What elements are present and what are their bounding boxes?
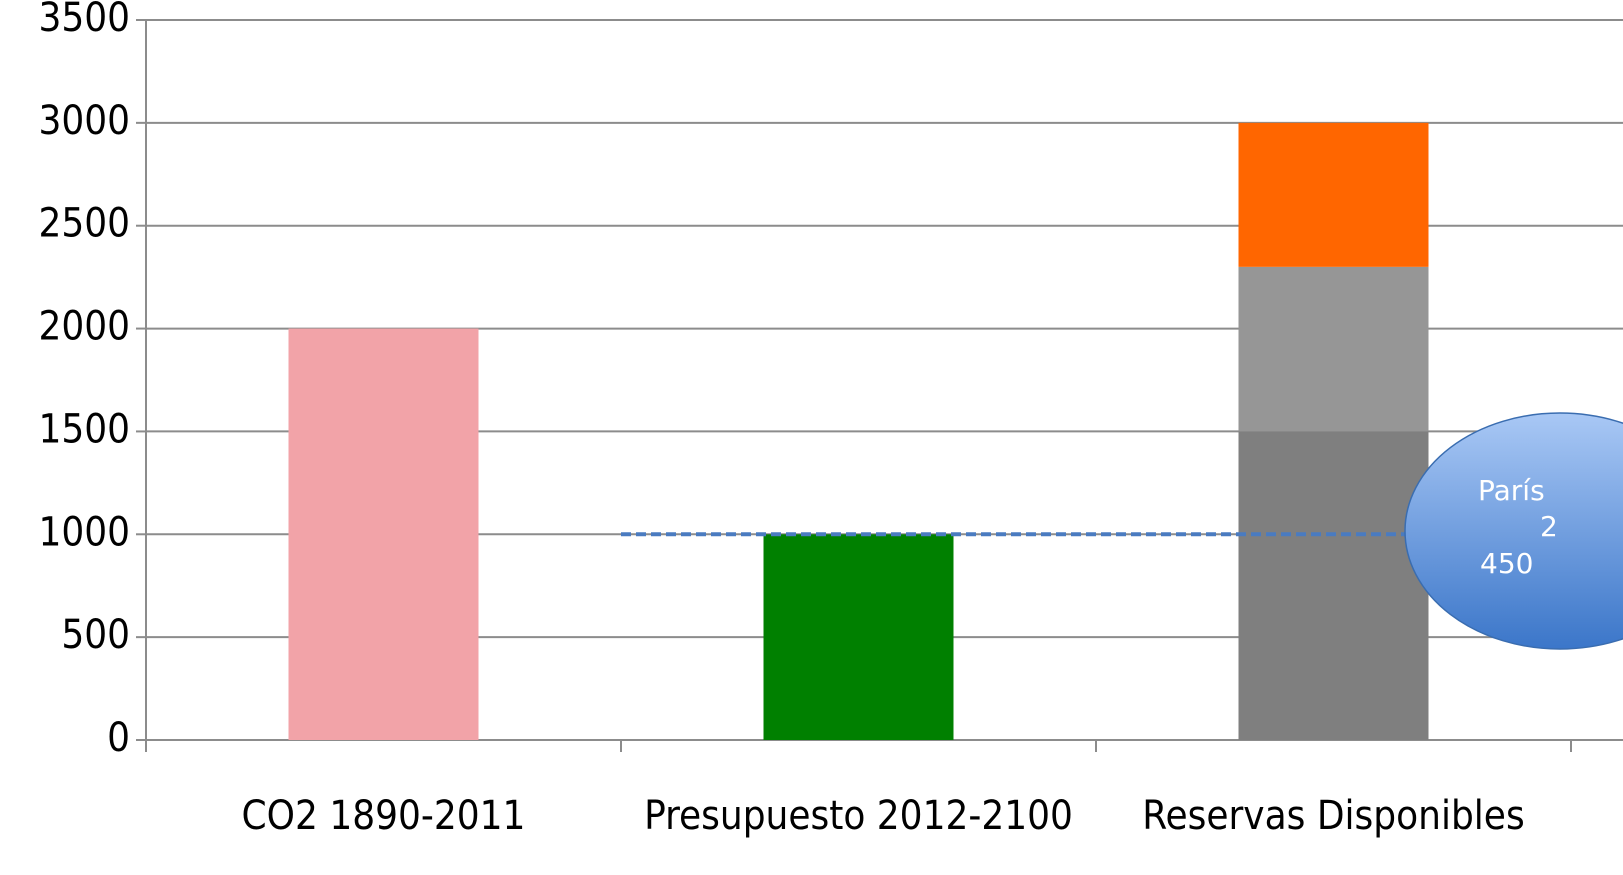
- y-tick-label: 0: [107, 715, 130, 761]
- annotation-bubble: [1404, 412, 1623, 650]
- bar-segment: [1238, 266, 1429, 432]
- bar-segment: [1238, 122, 1429, 267]
- y-tick-label: 500: [61, 612, 130, 658]
- y-tick-label: 3000: [38, 98, 130, 144]
- bar-segment: [763, 534, 954, 740]
- annotation-text: 2: [1540, 510, 1558, 543]
- x-tick-label: Presupuesto 2012-2100: [644, 793, 1073, 839]
- y-tick-label: 1000: [38, 509, 130, 555]
- annotation-text: 450: [1480, 547, 1533, 580]
- x-tick-label: Reservas Disponibles: [1142, 793, 1524, 839]
- x-tick-label: CO2 1890-2011: [242, 793, 526, 839]
- annotation-text: París: [1478, 474, 1545, 507]
- y-tick-label: 3500: [38, 0, 130, 41]
- bar-segment: [288, 328, 479, 740]
- y-tick-label: 1500: [38, 406, 130, 452]
- bar-segment: [1238, 431, 1429, 740]
- y-tick-label: 2000: [38, 304, 130, 350]
- y-tick-label: 2500: [38, 201, 130, 247]
